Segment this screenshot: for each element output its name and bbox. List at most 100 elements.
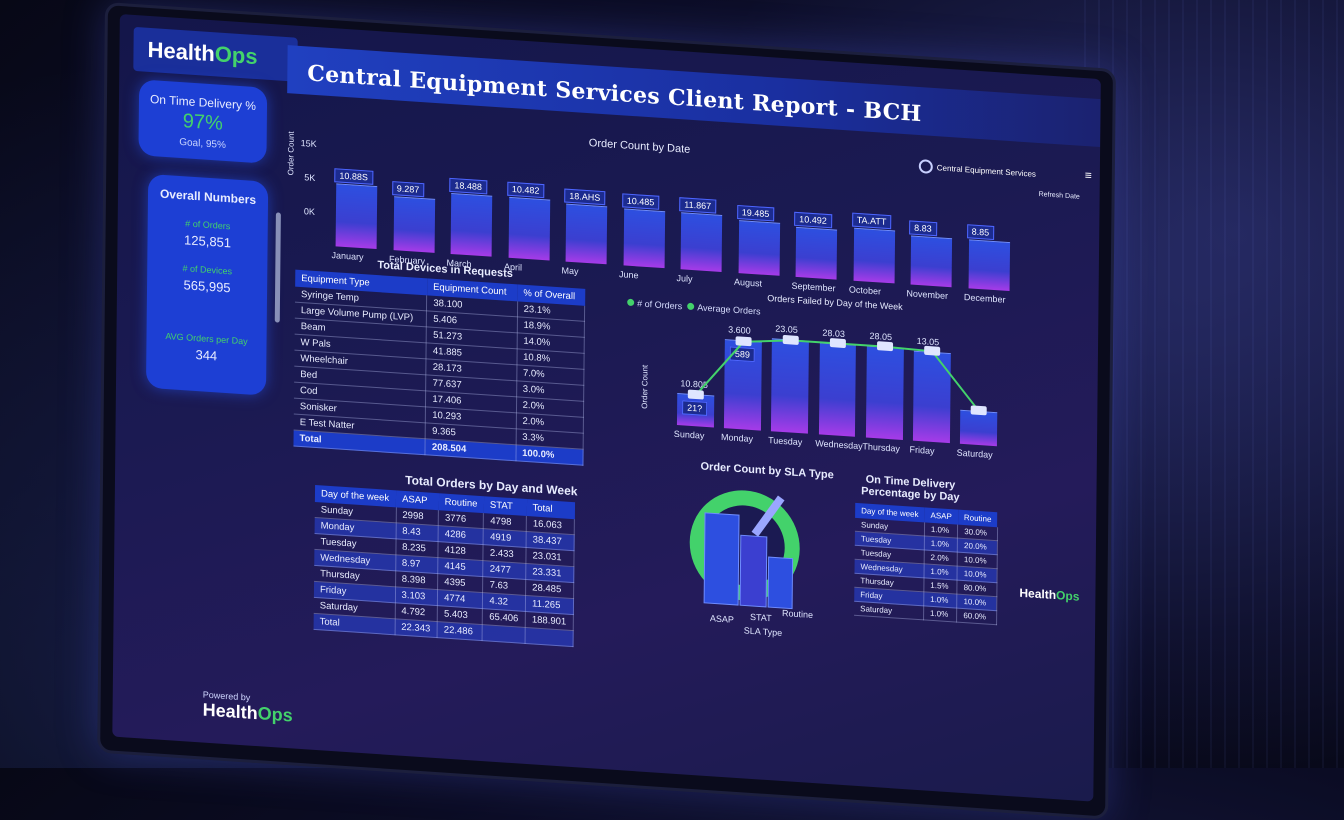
average-orders-line-layer [687, 335, 987, 416]
orders-by-day-table: Day of the week ASAP Routine STAT Total Sunda… [313, 484, 576, 647]
overall-avg-value: 344 [195, 347, 218, 364]
date-bar[interactable] [393, 195, 436, 253]
overall-numbers-card: Overall Numbers # of Orders 125,851 # of… [145, 173, 269, 396]
sla-bar-routine [767, 556, 794, 610]
watermark-logo: HealthOps [1019, 586, 1079, 604]
title-bar: Central Equipment Services Client Report… [287, 45, 1101, 148]
failed-category-label: Wednesday [815, 438, 863, 452]
date-bar[interactable] [795, 226, 838, 280]
date-category-label: July [676, 272, 693, 285]
sla-bar-stat [739, 534, 768, 608]
order-count-ylabel: Order Count [286, 131, 296, 176]
date-category-label: January [331, 250, 364, 263]
date-bar-label: 8.83 [909, 220, 937, 237]
date-bar[interactable] [565, 203, 608, 265]
failed-category-label: Saturday [956, 447, 993, 460]
date-category-label: June [618, 269, 639, 281]
date-bar-label: 18.AHS [564, 188, 606, 205]
average-line-marker [782, 335, 799, 345]
dashboard-screen: Health Ops Central Equipment Services Cli… [112, 13, 1101, 802]
table-cell: 60.0% [956, 608, 997, 625]
date-category-label: October [848, 284, 882, 297]
table-cell: 1.0% [923, 605, 957, 623]
brand-name-accent: Ops [214, 41, 258, 70]
average-line-marker [924, 345, 941, 356]
sla-label-stat: STAT [749, 611, 772, 624]
scrollbar[interactable] [274, 212, 281, 323]
date-bar-label: 10.482 [506, 181, 545, 198]
average-line-marker [735, 336, 752, 347]
orders-failed-chart: 10.805 21? Sunday 3.600 589 Monday 23.05 Tuesda… [672, 321, 1003, 460]
ytick-0k: 0K [303, 206, 316, 217]
date-bar-label: 10.88S [334, 167, 373, 185]
legend-dot-average [687, 302, 695, 311]
sla-check-mark [751, 495, 785, 537]
date-bar[interactable] [738, 220, 781, 276]
date-category-label: August [733, 276, 763, 289]
table-cell: 22.343 [394, 618, 438, 638]
on-time-table-title: On Time Delivery Percentage by Day [861, 473, 960, 504]
date-bar[interactable] [853, 228, 896, 284]
legend-orders: # of Orders [637, 298, 683, 312]
date-bar[interactable] [910, 235, 953, 288]
watermark-name: Health [1019, 585, 1057, 603]
failed-category-label: Monday [720, 431, 754, 445]
date-bar-label: 11.867 [679, 197, 717, 214]
sla-bar-asap [703, 512, 740, 606]
sla-chart [689, 490, 800, 610]
date-bar-label: 8.85 [966, 224, 995, 240]
page-title: Central Equipment Services Client Report… [307, 60, 922, 128]
failed-category-label: Thursday [862, 441, 900, 454]
date-bar-label: 18.488 [449, 177, 487, 195]
ytick-5k: 5K [304, 172, 316, 183]
average-line-marker [970, 405, 987, 416]
date-bar-label: TA.ATT [851, 212, 892, 230]
on-time-table: Day of the week ASAP Routine Sunday 1.0% 30.0… [854, 502, 998, 625]
kpi-on-time-delivery[interactable]: On Time Delivery % 97% Goal, 95% [138, 79, 268, 164]
overall-heading: Overall Numbers [159, 186, 257, 208]
average-line-marker [829, 338, 846, 348]
failed-category-label: Friday [909, 444, 935, 457]
powered-name: Health [202, 699, 258, 724]
user-icon [918, 159, 933, 174]
failed-category-label: Sunday [673, 428, 705, 441]
legend-average: Average Orders [697, 302, 761, 317]
date-bar[interactable] [450, 192, 493, 257]
ytick-15k: 15K [300, 137, 317, 150]
orders-failed-ylabel: Order Count [640, 364, 650, 410]
refresh-date: Refresh Date [1038, 190, 1080, 201]
brand-name: Health [147, 36, 215, 67]
table-total-cell: 100.0% [515, 444, 584, 466]
order-count-title: Order Count by Date [588, 137, 691, 156]
legend-dot-orders [627, 298, 635, 307]
sla-label-routine: Routine [781, 607, 814, 621]
date-category-label: December [963, 292, 1006, 305]
watermark-name-accent: Ops [1056, 588, 1080, 604]
table-cell [482, 624, 526, 644]
table-cell: 22.486 [437, 621, 483, 641]
date-bar[interactable] [623, 208, 666, 269]
background-code-lines [1084, 0, 1344, 768]
average-line-marker [877, 341, 894, 352]
orders-failed-title: Orders Failed by Day of the Week [767, 292, 903, 312]
date-bar-label: 10.492 [794, 211, 832, 228]
hamburger-menu-icon[interactable]: ≡ [1084, 168, 1092, 183]
date-category-label: November [906, 288, 949, 301]
sla-label-asap: ASAP [709, 613, 735, 625]
table-cell [525, 627, 574, 647]
date-bar[interactable] [508, 196, 551, 261]
devices-table: Equipment Type Equipment Count% of Overal… [293, 269, 585, 466]
date-category-label: September [791, 280, 836, 294]
date-bar-label: 19.485 [736, 205, 775, 222]
powered-by: Powered by HealthOps [203, 690, 293, 727]
date-bar[interactable] [968, 239, 1011, 292]
average-line-marker [687, 389, 704, 400]
sla-label-type: SLA Type [743, 625, 783, 638]
date-bar-label: 10.485 [621, 193, 660, 210]
date-bar[interactable] [680, 212, 723, 272]
user-text: Central Equipment Services [936, 162, 1037, 179]
date-bar[interactable] [335, 182, 378, 250]
failed-category-label: Tuesday [768, 435, 803, 448]
date-category-label: May [561, 265, 579, 277]
brand-logo: Health Ops [133, 26, 298, 82]
